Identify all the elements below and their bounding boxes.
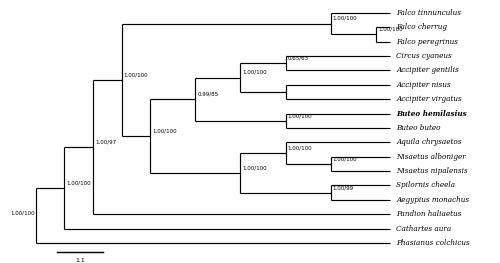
Text: Pandion haliaetus: Pandion haliaetus — [396, 210, 462, 218]
Text: 1.00/100: 1.00/100 — [242, 70, 267, 75]
Text: 1.00/100: 1.00/100 — [288, 145, 312, 150]
Text: Falco peregrinus: Falco peregrinus — [396, 38, 458, 45]
Text: Nisaetus nipalensis: Nisaetus nipalensis — [396, 167, 468, 175]
Text: 1.00/100: 1.00/100 — [333, 16, 357, 21]
Text: 1.00/100: 1.00/100 — [242, 165, 267, 170]
Text: Buteo hemilasius: Buteo hemilasius — [396, 109, 467, 118]
Text: 1.1: 1.1 — [75, 258, 85, 263]
Text: 1.00/100: 1.00/100 — [66, 180, 91, 185]
Text: 1.00/100: 1.00/100 — [152, 128, 176, 133]
Text: Spilornis cheela: Spilornis cheela — [396, 181, 455, 190]
Text: 1.00/100: 1.00/100 — [124, 72, 148, 77]
Text: Accipiter gentilis: Accipiter gentilis — [396, 66, 459, 74]
Text: 0.99/85: 0.99/85 — [197, 92, 218, 97]
Text: 1.00/100: 1.00/100 — [378, 27, 402, 32]
Text: 0.65/63: 0.65/63 — [288, 55, 308, 60]
Text: Accipiter nisus: Accipiter nisus — [396, 81, 450, 89]
Text: Buteo buteo: Buteo buteo — [396, 124, 440, 132]
Text: 1.00/99: 1.00/99 — [333, 185, 354, 190]
Text: Aquila chrysaetos: Aquila chrysaetos — [396, 138, 462, 146]
Text: Nisaetus alboniger: Nisaetus alboniger — [396, 153, 466, 161]
Text: Phasianus colchicus: Phasianus colchicus — [396, 239, 470, 247]
Text: 1.00/97: 1.00/97 — [95, 139, 116, 144]
Text: Aegypius monachus: Aegypius monachus — [396, 196, 469, 204]
Text: 1.00/100: 1.00/100 — [288, 113, 312, 118]
Text: 1.00/100: 1.00/100 — [333, 156, 357, 161]
Text: Accipiter virgatus: Accipiter virgatus — [396, 95, 462, 103]
Text: Circus cyaneus: Circus cyaneus — [396, 52, 452, 60]
Text: Falco tinnunculus: Falco tinnunculus — [396, 9, 461, 17]
Text: 1.00/100: 1.00/100 — [10, 210, 35, 215]
Text: Falco cherrug: Falco cherrug — [396, 23, 447, 31]
Text: Cathartes aura: Cathartes aura — [396, 225, 452, 233]
